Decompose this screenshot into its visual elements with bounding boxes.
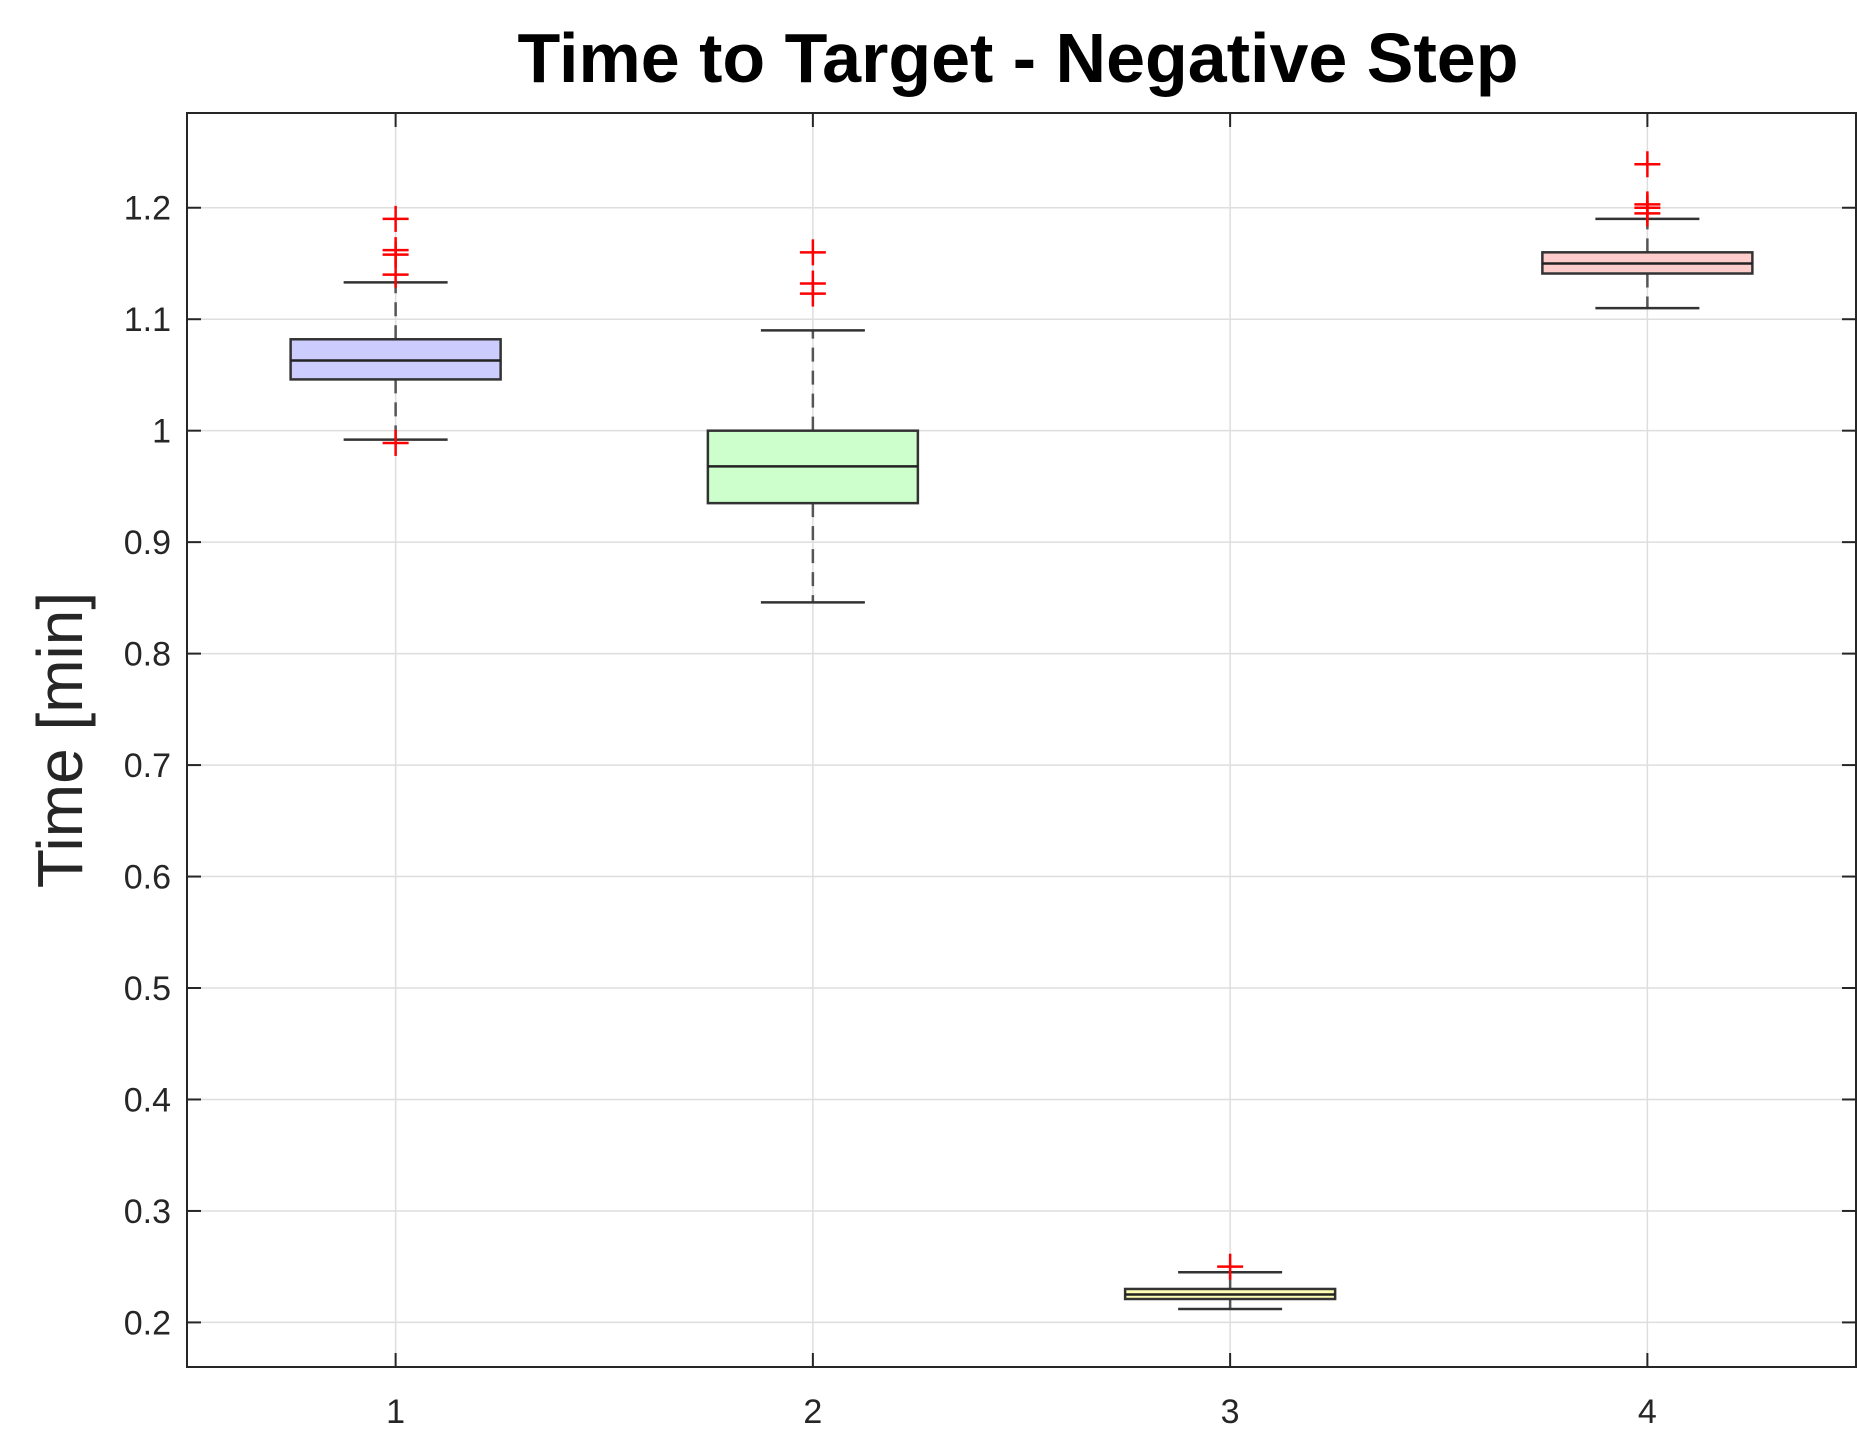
y-tick-label-4: 0.6: [124, 859, 171, 897]
box-group-3: [1123, 1253, 1337, 1311]
y-tick-label-5: 0.7: [124, 747, 171, 785]
box-group-2: [706, 239, 920, 604]
y-tick-label-3: 0.5: [124, 970, 171, 1008]
y-tick-label-1: 0.3: [124, 1193, 171, 1231]
plot-frame: [186, 112, 1857, 1368]
outlier-3-0: [1217, 1253, 1244, 1280]
grid-layer: [187, 113, 1856, 1367]
x-tick-label-2: 3: [1221, 1393, 1240, 1431]
y-tick-label-9: 1.1: [124, 301, 171, 339]
y-tick-label-7: 0.9: [124, 524, 171, 562]
outlier-4-3: [1634, 151, 1661, 178]
chart-title: Time to Target - Negative Step: [518, 19, 1519, 97]
outlier-2-1: [799, 270, 826, 297]
y-tick-label-8: 1: [152, 413, 171, 451]
outlier-1-4: [382, 205, 409, 232]
x-tick-label-1: 2: [803, 1393, 822, 1431]
outlier-1-0: [382, 429, 409, 456]
x-tick-label-3: 4: [1638, 1393, 1657, 1431]
outlier-4-2: [1634, 191, 1661, 218]
ticks-layer: 0.2 0.3 0.4 0.5 0.6 0.7 0.8 0.9 1 1.1 1.2 1 2 3 4: [124, 113, 1856, 1431]
box-group-4: [1541, 151, 1754, 310]
boxes-layer: [289, 151, 1754, 1311]
outlier-1-3: [382, 237, 409, 264]
y-axis-label: Time [min]: [24, 592, 96, 888]
outlier-2-2: [799, 239, 826, 266]
axes-layer: [186, 112, 1857, 1368]
box-group-1: [289, 205, 502, 456]
y-tick-label-10: 1.2: [124, 190, 171, 228]
x-tick-label-0: 1: [386, 1393, 405, 1431]
y-tick-label-6: 0.8: [124, 636, 171, 674]
y-tick-label-2: 0.4: [124, 1081, 171, 1119]
y-tick-label-0: 0.2: [124, 1304, 171, 1342]
